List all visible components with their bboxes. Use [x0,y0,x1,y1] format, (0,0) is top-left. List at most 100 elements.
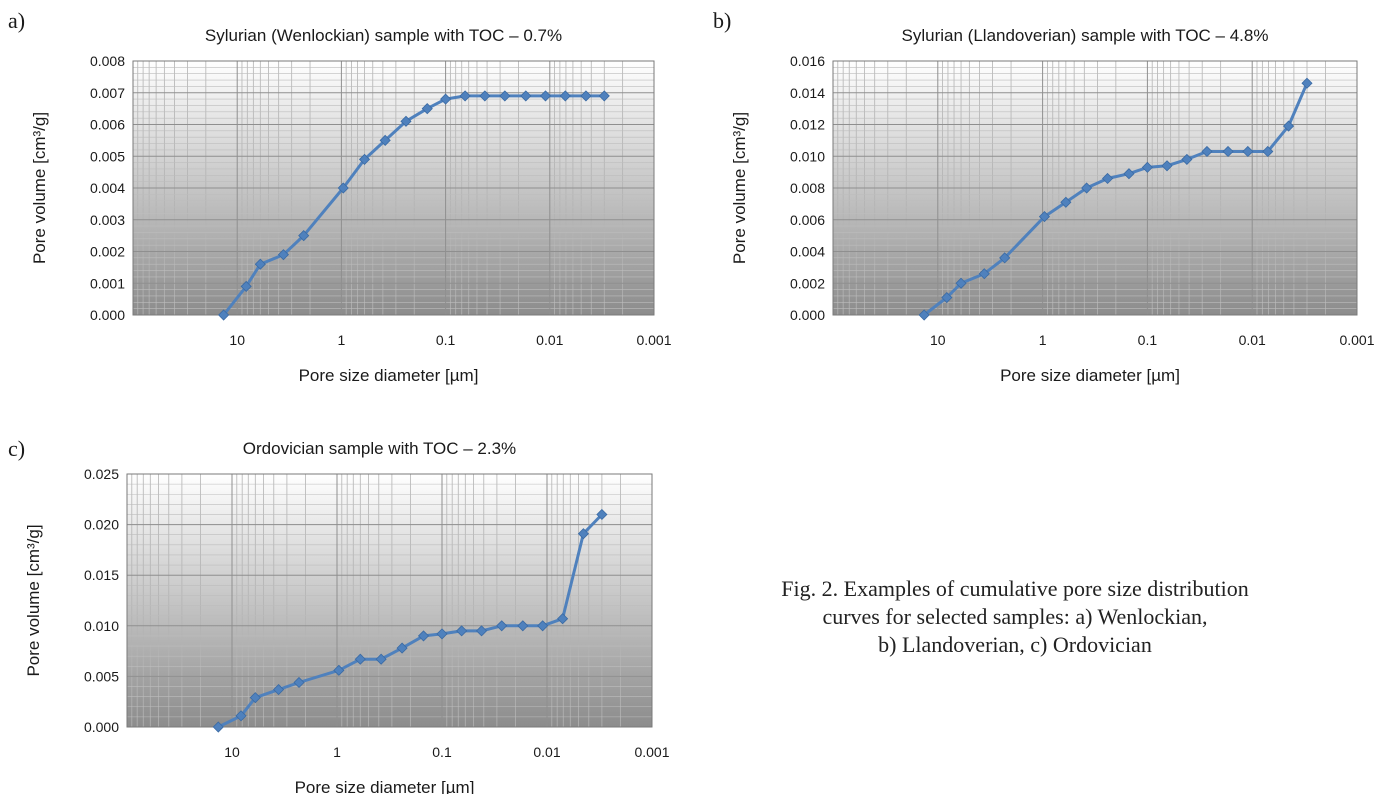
y-tick-label: 0.004 [90,180,125,196]
data-point [396,642,408,654]
data-point [517,620,529,632]
x-tick-label: 0.001 [634,744,669,760]
y-tick-label: 0.006 [790,212,825,228]
data-point [273,683,285,696]
data-point [400,115,412,127]
caption-line-2: curves for selected samples: a) Wenlocki… [822,604,1208,629]
chart-title: Ordovician sample with TOC – 2.3% [243,439,516,458]
x-axis-label: Pore size diameter [µm] [295,778,475,794]
chart-title: Sylurian (Llandoverian) sample with TOC … [902,26,1269,45]
data-point [293,676,305,689]
data-point [240,280,252,292]
data-point [941,291,953,304]
data-point [479,90,491,102]
y-tick-label: 0.014 [790,85,825,101]
y-tick-label: 0.006 [90,117,125,133]
data-point [1181,153,1193,165]
data-point [955,277,967,289]
plot-border [832,60,1358,316]
x-axis-label: Pore size diameter [µm] [1000,366,1180,385]
data-point [978,268,990,280]
x-tick-label: 1 [338,332,346,348]
data-point [598,90,610,102]
chart-panel-b: 0.000 0.002 0.004 0.006 0.008 0.010 0.012 0.014… [713,8,1375,385]
y-tick-label: 0.008 [90,53,125,69]
data-point [1141,161,1153,173]
data-point [537,620,549,632]
data-point [440,93,452,105]
data-point [354,653,366,665]
data-point [539,90,552,102]
figure-caption: Fig. 2. Examples of cumulative pore size… [735,575,1295,659]
data-point [520,90,532,102]
data-point [249,692,261,704]
x-tick-label: 0.001 [636,332,671,348]
x-tick-label: 0.01 [1239,332,1266,348]
data-point [580,90,592,102]
chart-panel-a: 0.000 0.001 0.002 0.003 0.004 0.005 0.006 0.007… [8,8,672,385]
y-tick-label: 0.025 [84,466,119,482]
data-point [1101,172,1114,185]
data-point [333,664,345,676]
data-point [1081,182,1093,194]
data-point [235,710,247,722]
x-tick-label: 0.01 [536,332,563,348]
y-tick-label: 0.001 [90,275,125,291]
data-point [417,630,430,642]
x-tick-label: 0.1 [1138,332,1158,348]
data-point [459,90,471,102]
data-point [375,653,387,665]
plot-area [126,473,653,728]
caption-line-1: Fig. 2. Examples of cumulative pore size… [781,576,1249,601]
y-tick-label: 0.010 [790,148,825,164]
y-tick-label: 0.020 [84,517,119,533]
x-tick-label: 10 [930,332,946,348]
data-point [212,721,224,733]
y-tick-label: 0.005 [84,668,119,684]
x-tick-label: 0.001 [1339,332,1374,348]
x-tick-label: 0.1 [432,744,452,760]
y-tick-label: 0.000 [790,307,825,323]
data-point [436,628,448,640]
data-point [277,249,289,261]
data-point [1161,160,1173,172]
data-point [1222,145,1234,158]
data-point [298,230,310,242]
data-point [379,134,391,146]
chart-panel-c: 0.000 0.005 0.010 0.015 0.020 0.025 10 1 0.1 0.01… [8,436,670,794]
data-point [475,625,488,637]
x-tick-label: 10 [229,332,245,348]
data-point [358,153,371,165]
y-tick-label: 0.002 [790,275,825,291]
y-axis-label: Pore volume [cm³/g] [24,524,43,676]
data-point [1301,77,1313,89]
y-tick-label: 0.004 [790,244,825,260]
x-tick-label: 1 [333,744,341,760]
data-point [1123,168,1135,180]
x-tick-label: 0.01 [533,744,560,760]
data-point [596,508,608,521]
y-tick-label: 0.012 [790,117,825,133]
data-point [254,258,266,270]
y-tick-label: 0.002 [90,244,125,260]
data-point [499,90,511,102]
y-tick-label: 0.003 [90,212,125,228]
data-point [1060,196,1072,208]
x-tick-label: 10 [224,744,240,760]
x-tick-label: 1 [1039,332,1047,348]
plot-border [126,473,653,728]
data-point [456,625,468,637]
y-tick-label: 0.015 [84,567,119,583]
panel-label: a) [8,8,25,33]
y-tick-label: 0.000 [90,307,125,323]
y-tick-label: 0.005 [90,148,125,164]
data-point [421,103,433,115]
data-point [577,528,589,540]
data-point [496,620,508,632]
data-point [918,309,930,321]
y-tick-label: 0.007 [90,85,125,101]
data-point [1262,145,1274,158]
panel-label: b) [713,8,731,33]
y-axis-label: Pore volume [cm³/g] [30,112,49,264]
